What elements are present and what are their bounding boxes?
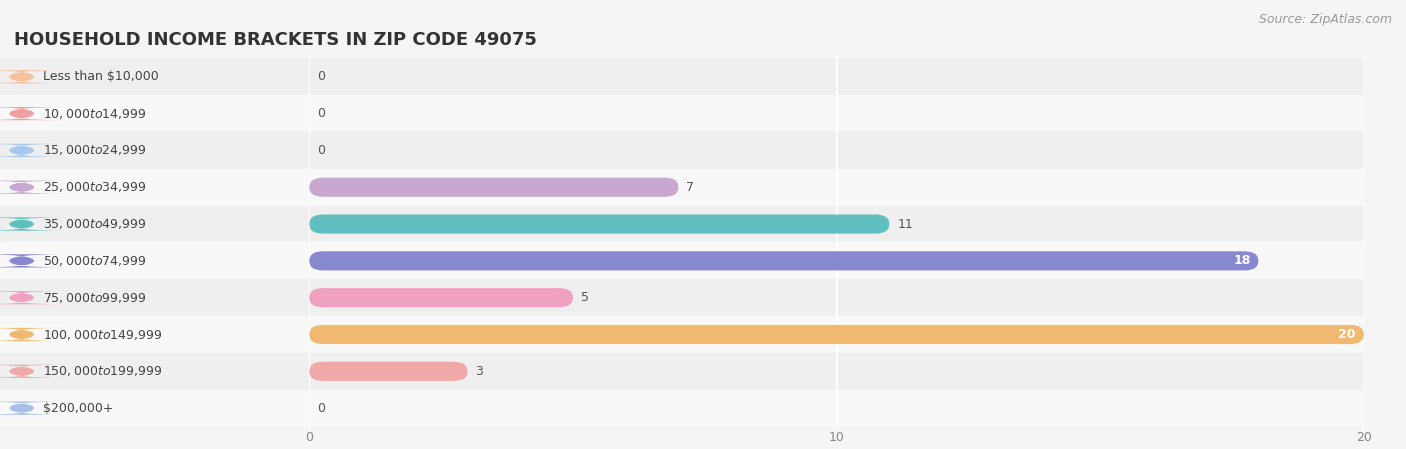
Bar	[0, 279, 309, 316]
Bar	[0, 316, 309, 353]
FancyBboxPatch shape	[0, 291, 65, 304]
Text: $10,000 to $14,999: $10,000 to $14,999	[44, 106, 146, 121]
Text: 5: 5	[581, 291, 589, 304]
FancyBboxPatch shape	[0, 144, 65, 157]
Bar	[309, 95, 1364, 132]
FancyBboxPatch shape	[0, 254, 65, 268]
Text: 0: 0	[318, 107, 325, 120]
Text: $50,000 to $74,999: $50,000 to $74,999	[44, 254, 146, 268]
Text: $35,000 to $49,999: $35,000 to $49,999	[44, 217, 146, 231]
Bar	[309, 206, 1364, 242]
Bar	[309, 353, 1364, 390]
FancyBboxPatch shape	[0, 401, 65, 415]
Text: 18: 18	[1233, 255, 1250, 267]
Text: $25,000 to $34,999: $25,000 to $34,999	[44, 180, 146, 194]
Bar	[309, 242, 1364, 279]
Text: HOUSEHOLD INCOME BRACKETS IN ZIP CODE 49075: HOUSEHOLD INCOME BRACKETS IN ZIP CODE 49…	[14, 31, 537, 49]
FancyBboxPatch shape	[0, 217, 65, 231]
Text: 11: 11	[897, 218, 912, 230]
Text: Source: ZipAtlas.com: Source: ZipAtlas.com	[1258, 13, 1392, 26]
Text: $100,000 to $149,999: $100,000 to $149,999	[44, 327, 163, 342]
Text: 0: 0	[318, 70, 325, 83]
FancyBboxPatch shape	[0, 107, 65, 120]
Bar	[0, 169, 309, 206]
FancyBboxPatch shape	[309, 288, 574, 307]
Bar	[309, 58, 1364, 95]
FancyBboxPatch shape	[0, 180, 65, 194]
Bar	[309, 169, 1364, 206]
FancyBboxPatch shape	[0, 365, 65, 378]
Text: $75,000 to $99,999: $75,000 to $99,999	[44, 291, 146, 305]
Text: 0: 0	[318, 144, 325, 157]
Bar	[0, 206, 309, 242]
Bar	[0, 353, 309, 390]
FancyBboxPatch shape	[309, 215, 890, 233]
FancyBboxPatch shape	[0, 328, 65, 341]
Bar	[309, 279, 1364, 316]
Bar	[0, 58, 309, 95]
Bar	[0, 132, 309, 169]
Bar	[0, 242, 309, 279]
Bar	[0, 95, 309, 132]
FancyBboxPatch shape	[309, 251, 1258, 270]
FancyBboxPatch shape	[309, 325, 1364, 344]
FancyBboxPatch shape	[309, 362, 467, 381]
Bar	[309, 132, 1364, 169]
FancyBboxPatch shape	[0, 70, 65, 84]
FancyBboxPatch shape	[309, 178, 678, 197]
Bar	[309, 390, 1364, 427]
Text: 20: 20	[1339, 328, 1355, 341]
Text: $200,000+: $200,000+	[44, 402, 114, 414]
Bar	[0, 390, 309, 427]
Text: $15,000 to $24,999: $15,000 to $24,999	[44, 143, 146, 158]
Text: $150,000 to $199,999: $150,000 to $199,999	[44, 364, 163, 379]
Text: 3: 3	[475, 365, 484, 378]
Bar	[309, 316, 1364, 353]
Text: 7: 7	[686, 181, 695, 194]
Text: 0: 0	[318, 402, 325, 414]
Text: Less than $10,000: Less than $10,000	[44, 70, 159, 83]
